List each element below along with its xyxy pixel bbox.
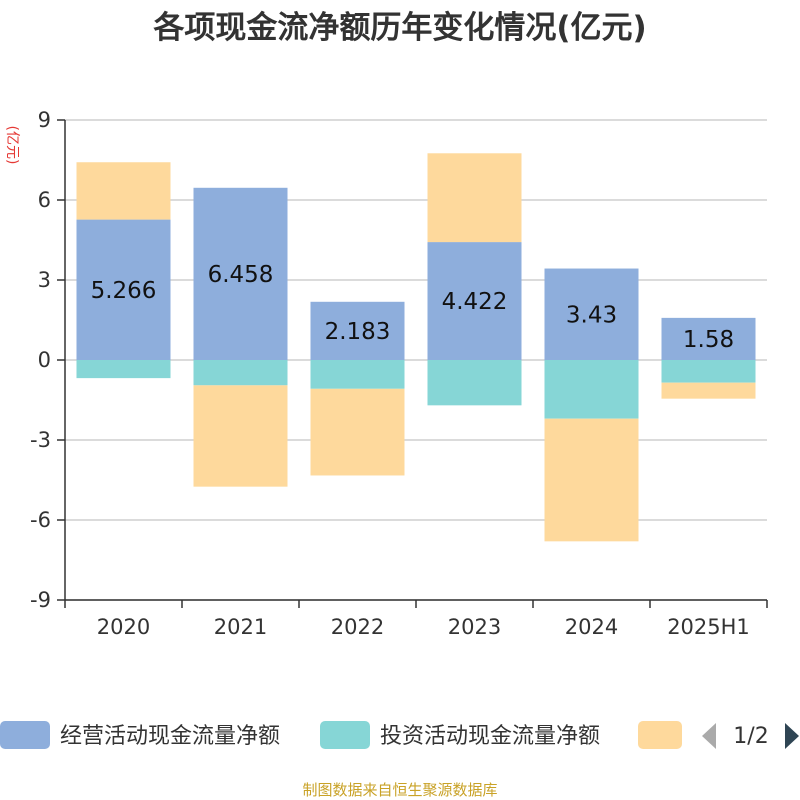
data-label-2025H1: 1.58 [683, 327, 734, 353]
x-tick-label-2023: 2023 [448, 615, 501, 639]
bar-2021-series-1[interactable] [193, 360, 288, 386]
bar-2023-series-2[interactable] [427, 153, 522, 243]
x-tick-label-2025H1: 2025H1 [667, 615, 750, 639]
bar-2021-series-2[interactable] [193, 385, 288, 487]
y-tick-label: -9 [30, 588, 51, 612]
bar-2021-series-0[interactable] [193, 187, 288, 360]
legend-swatch-operating[interactable] [0, 721, 50, 749]
data-label-2023: 4.422 [442, 289, 508, 315]
bar-2022-series-2[interactable] [310, 388, 405, 476]
x-tick-label-2021: 2021 [214, 615, 267, 639]
legend-label-investing[interactable]: 投资活动现金流量净额 [380, 724, 600, 749]
bar-2024-series-0[interactable] [544, 268, 639, 360]
axes: 9 6 3 0 -3 -6 -9 2020 2021 2022 2023 2024 2025H1 [30, 108, 768, 639]
legend-label-operating[interactable]: 经营活动现金流量净额 [60, 724, 280, 749]
y-tick-label: 9 [38, 108, 51, 132]
bar-2024-series-1[interactable] [544, 360, 639, 419]
y-tick-label: 3 [38, 268, 51, 292]
bar-2022-series-0[interactable] [310, 301, 405, 360]
x-tick-label-2020: 2020 [97, 615, 150, 639]
data-label-2024: 3.43 [566, 302, 617, 328]
legend-page-indicator: 1/2 [733, 724, 768, 749]
data-label-2021: 6.458 [208, 262, 274, 288]
legend-prev-page-icon[interactable] [702, 723, 716, 749]
bar-2023-series-1[interactable] [427, 360, 522, 406]
data-label-2020: 5.266 [91, 278, 157, 304]
legend-next-page-icon[interactable] [785, 723, 799, 749]
bar-2020-series-0[interactable] [76, 219, 171, 360]
source-note: 制图数据来自恒生聚源数据库 [302, 781, 497, 799]
bar-2020-series-1[interactable] [76, 360, 171, 379]
bars [76, 153, 756, 542]
y-tick-label: -6 [30, 508, 51, 532]
bar-2025H1-series-0[interactable] [661, 317, 756, 360]
bar-2024-series-2[interactable] [544, 418, 639, 542]
data-labels: 5.266 6.458 2.183 4.422 3.43 1.58 [91, 262, 735, 353]
bar-2025H1-series-1[interactable] [661, 360, 756, 383]
x-tick-label-2024: 2024 [565, 615, 618, 639]
chart-title: 各项现金流净额历年变化情况(亿元) [152, 10, 646, 46]
data-label-2022: 2.183 [325, 319, 391, 345]
bar-2025H1-series-2[interactable] [661, 382, 756, 399]
legend-swatch-investing[interactable] [320, 721, 370, 749]
y-tick-label: 0 [38, 348, 51, 372]
x-tick-label-2022: 2022 [331, 615, 384, 639]
bar-2020-series-2[interactable] [76, 162, 171, 220]
y-tick-label: -3 [30, 428, 51, 452]
legend-swatch-third[interactable] [638, 721, 682, 749]
y-tick-label: 6 [38, 188, 51, 212]
bar-2023-series-0[interactable] [427, 242, 522, 360]
bar-2022-series-1[interactable] [310, 360, 405, 389]
y-axis-unit-label: (亿元) [4, 126, 20, 165]
legend: 经营活动现金流量净额 投资活动现金流量净额 1/2 [0, 721, 799, 749]
